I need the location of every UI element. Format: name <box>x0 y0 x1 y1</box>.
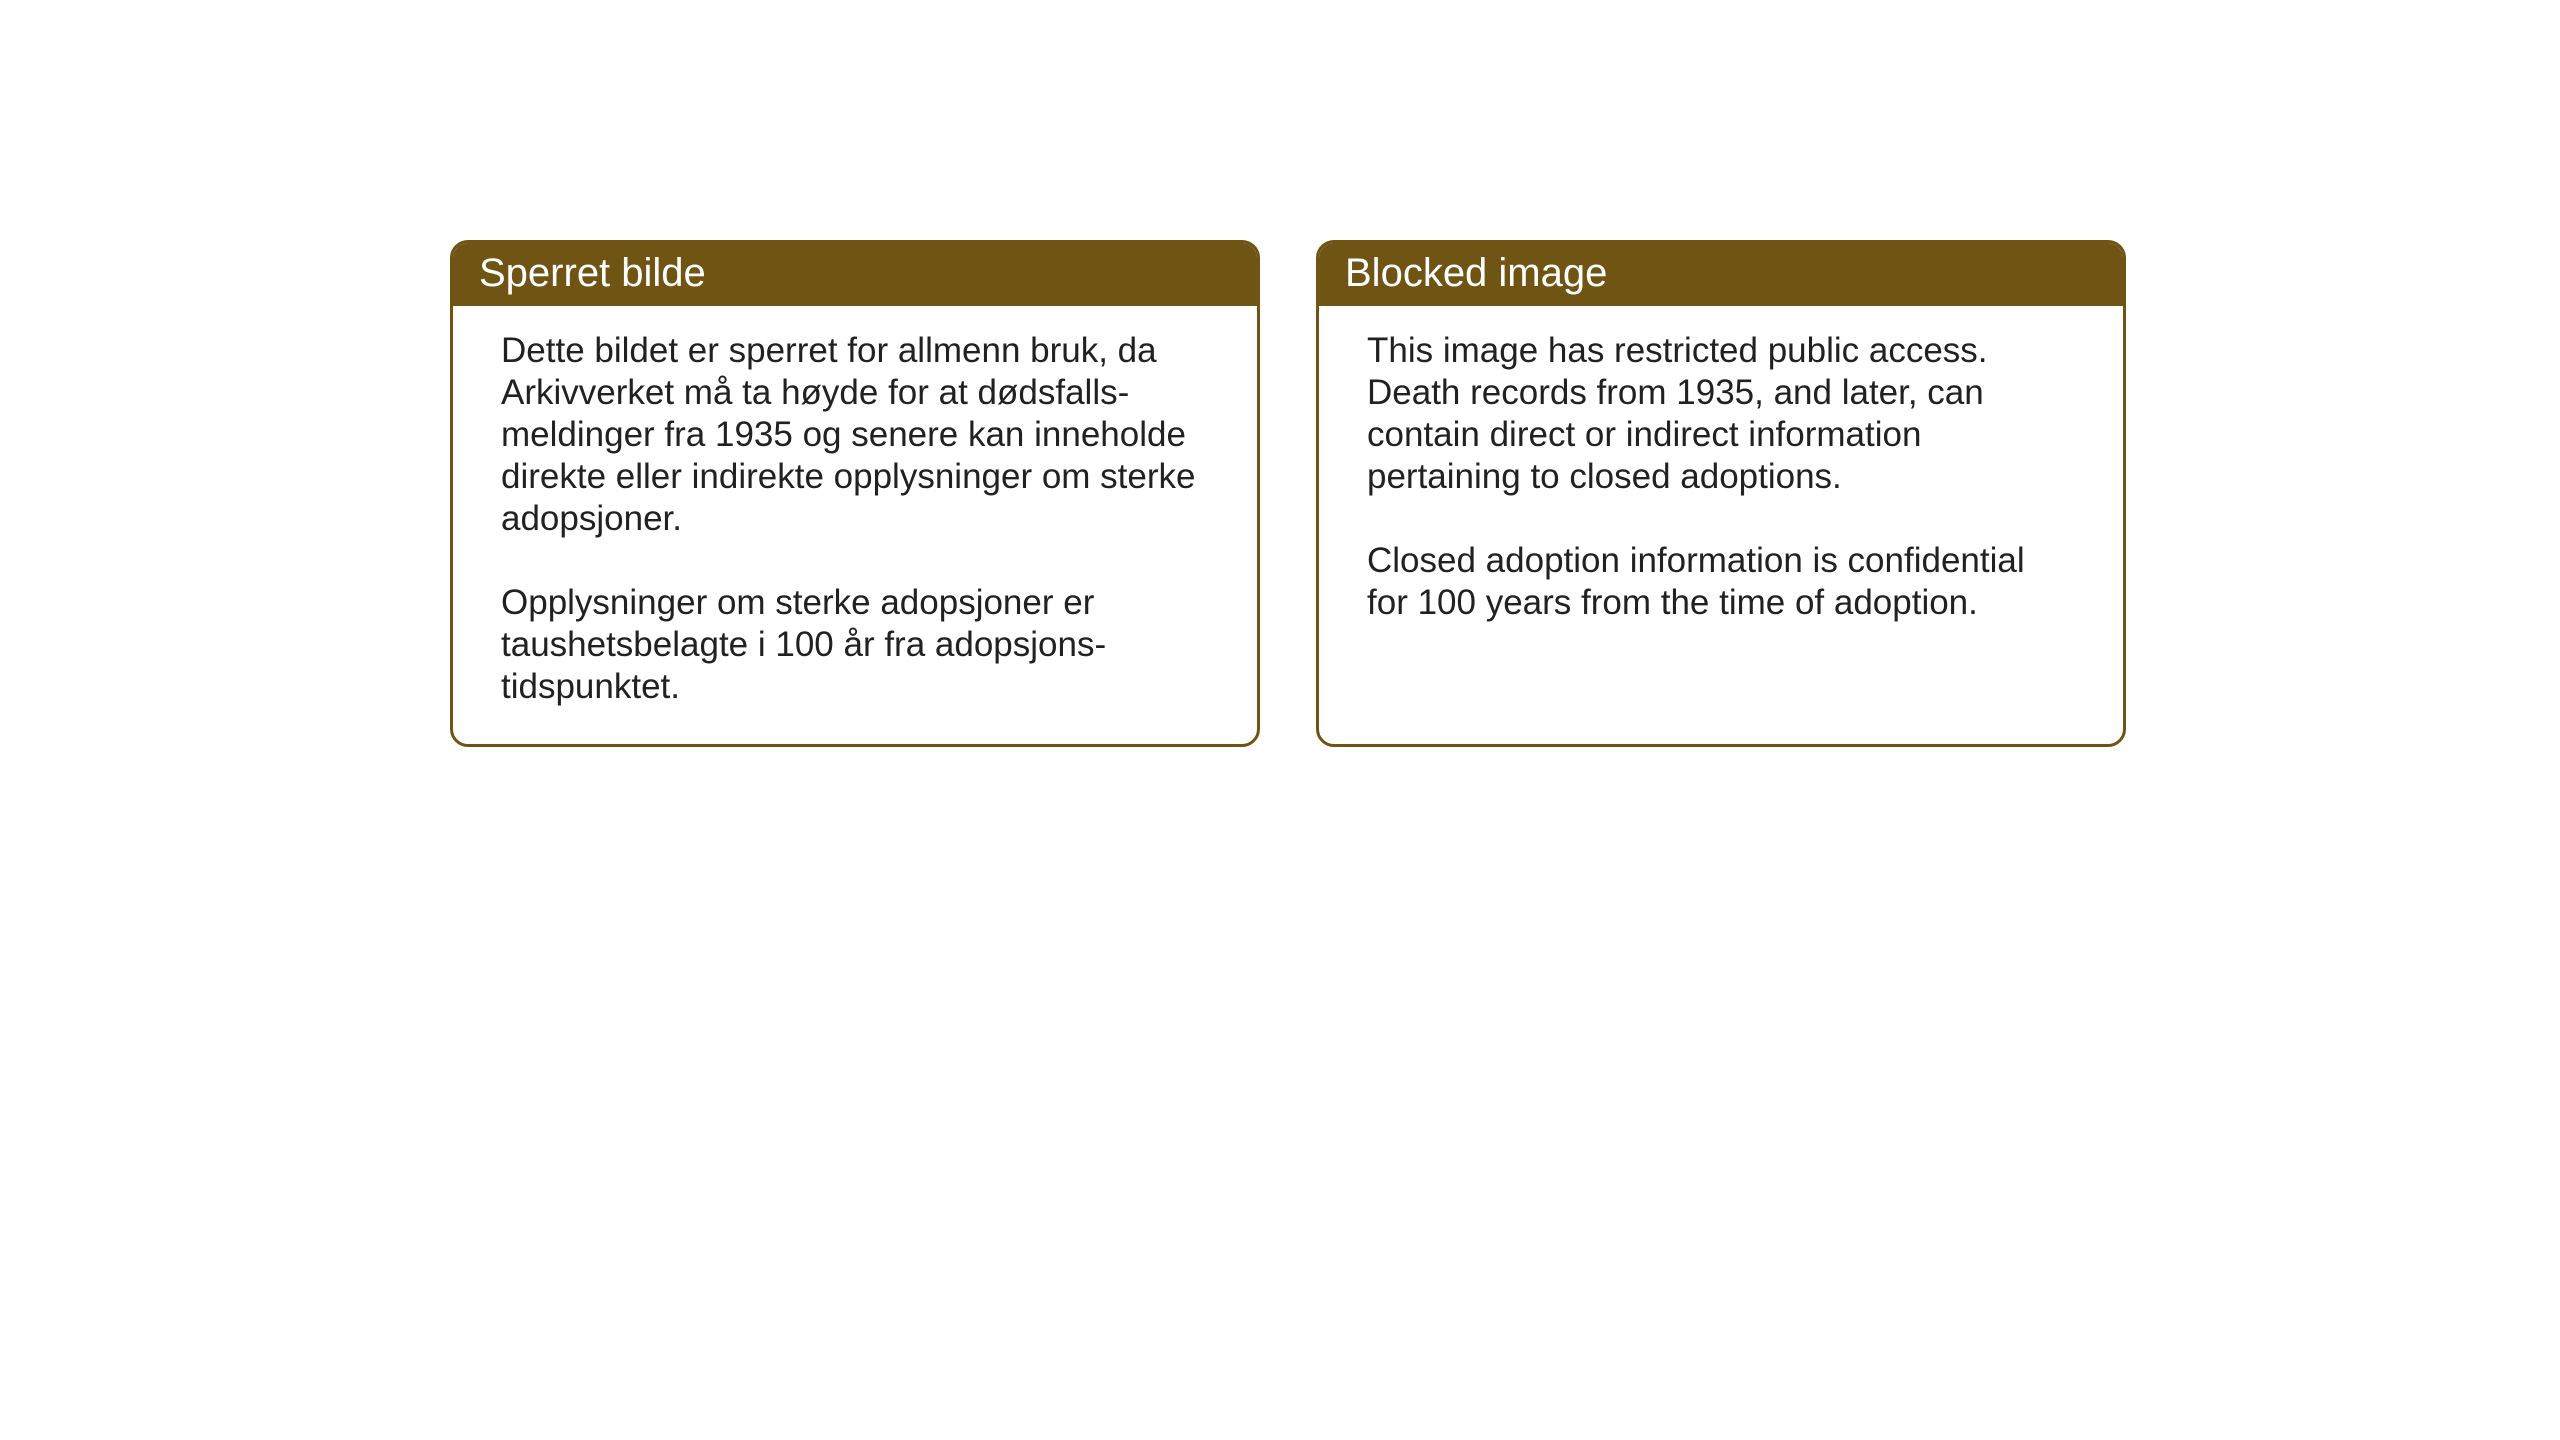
card-paragraph: This image has restricted public access.… <box>1367 330 2075 498</box>
card-body: Dette bildet er sperret for allmenn bruk… <box>453 306 1257 744</box>
notice-card-norwegian: Sperret bilde Dette bildet er sperret fo… <box>450 240 1260 747</box>
card-title: Blocked image <box>1345 251 1607 295</box>
notice-container: Sperret bilde Dette bildet er sperret fo… <box>450 240 2126 747</box>
card-paragraph: Dette bildet er sperret for allmenn bruk… <box>501 330 1209 540</box>
notice-card-english: Blocked image This image has restricted … <box>1316 240 2126 747</box>
card-title: Sperret bilde <box>479 251 706 295</box>
card-paragraph: Opplysninger om sterke adopsjoner er tau… <box>501 582 1209 708</box>
card-header: Blocked image <box>1319 243 2123 306</box>
card-header: Sperret bilde <box>453 243 1257 306</box>
card-paragraph: Closed adoption information is confident… <box>1367 540 2075 624</box>
card-body: This image has restricted public access.… <box>1319 306 2123 710</box>
